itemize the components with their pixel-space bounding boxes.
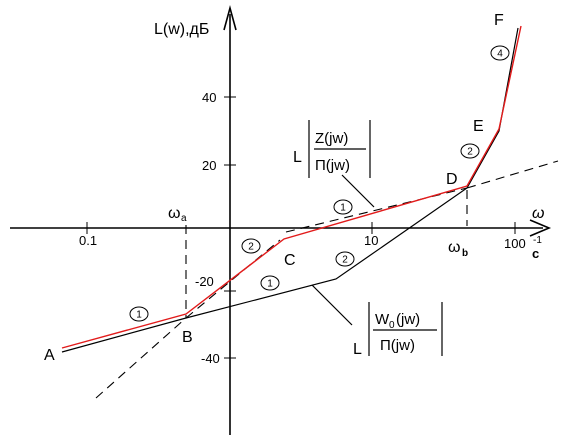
slope-mark-AB: 1	[129, 306, 149, 322]
point-label-A: A	[44, 347, 55, 364]
omega-b-subscript: b	[462, 248, 468, 259]
desired-characteristic	[61, 25, 522, 349]
y-tick-label-minus20: -20	[195, 274, 214, 289]
svg-text:4: 4	[497, 49, 503, 60]
svg-text:2: 2	[467, 147, 473, 158]
point-label-D: D	[446, 171, 458, 188]
slope-mark-EF: 4	[490, 45, 510, 61]
svg-text:2: 2	[248, 242, 254, 253]
y-axis-label: L(w),дБ	[154, 21, 209, 38]
extension-below-B	[95, 317, 187, 399]
leader-bottom-formula	[311, 284, 353, 326]
dashed-CD	[285, 187, 468, 233]
y-axis-arrow	[223, 4, 237, 31]
x-tick-label-0.1: 0.1	[79, 233, 97, 248]
slope-mark-CD: 1	[333, 199, 353, 215]
svg-text:2: 2	[342, 255, 348, 266]
x-unit-power: -1	[533, 235, 542, 246]
formula-desired-L: L	[293, 149, 302, 166]
x-tick-label-100: 100	[504, 236, 526, 251]
svg-text:1: 1	[136, 310, 142, 321]
formula-plant-numerator-sub: 0	[389, 320, 395, 331]
dashed-BC	[185, 239, 281, 319]
leader-top-formula	[341, 174, 375, 208]
omega-a-label: ω	[168, 205, 181, 222]
slope-mark-BC: 2	[241, 238, 261, 254]
slope-mark-mid: 2	[335, 251, 355, 267]
point-label-E: E	[473, 118, 484, 135]
x-tick-label-10: 10	[364, 233, 378, 248]
point-label-F: F	[494, 12, 504, 29]
point-label-B: B	[182, 329, 193, 346]
formula-plant-denominator: П(jw)	[380, 337, 415, 354]
y-tick-label-40: 40	[202, 90, 216, 105]
formula-desired-denominator: П(jw)	[315, 157, 350, 174]
svg-text:1: 1	[267, 279, 273, 290]
point-label-C: C	[284, 252, 296, 269]
formula-plant-numerator-W: W	[375, 311, 390, 328]
x-axis-arrow	[529, 219, 552, 237]
formula-plant-numerator-tail: (jw)	[396, 311, 420, 328]
plant-characteristic	[61, 27, 519, 353]
omega-b-label: ω	[448, 239, 461, 256]
slope-mark-low: 1	[260, 275, 280, 291]
omega-a-subscript: a	[181, 213, 187, 224]
formula-plant-L: L	[353, 341, 362, 358]
formula-desired: L Z(jw) П(jw)	[293, 120, 371, 178]
x-axis-label: ω	[532, 205, 544, 222]
y-tick-label-minus40: -40	[201, 351, 220, 366]
y-tick-label-20: 20	[202, 158, 216, 173]
svg-text:1: 1	[340, 203, 346, 214]
x-unit: c	[532, 246, 539, 261]
formula-plant: L W 0 (jw) П(jw)	[353, 302, 443, 358]
extension-beyond-D	[466, 160, 559, 189]
slope-mark-DE: 2	[460, 143, 480, 159]
formula-desired-numerator: Z(jw)	[315, 130, 348, 147]
